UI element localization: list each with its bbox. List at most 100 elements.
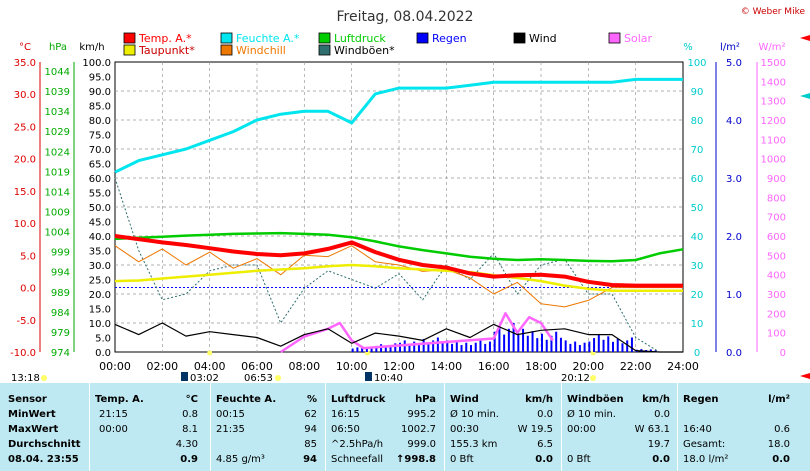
copyright-text: © Weber Mike [741,7,806,17]
column-separator [325,383,326,471]
legend-label: Solar [624,32,653,45]
rain-bar [649,349,652,352]
solar-tick-label: 800 [767,193,786,204]
wind-tick-label: 95.0 [89,73,111,84]
x-tick-label: 10:00 [336,360,368,373]
rain-bar [432,340,435,352]
wind-tick-label: 65.0 [89,160,111,171]
axis-sun-marker [207,350,213,356]
header-humidity: Feuchte A. [216,394,277,405]
rain-bar [626,340,629,352]
humidity-tick-label: 60 [691,174,704,185]
pressure-value: 995.2 [407,409,436,420]
header-temp-unit: °C [185,394,198,405]
rain-label: 18.0 l/m² [683,454,729,465]
rain-bar [460,345,463,352]
rain-bar [654,350,657,352]
wind-tick-label: 25.0 [89,276,111,287]
rain-bar [526,335,529,352]
rain-bar [413,341,416,352]
temp-time: 21:15 [99,409,128,420]
moonset-label: 03:02 [190,373,219,383]
header-wind: Wind [450,394,479,405]
rain-tick-label: 5.0 [726,58,742,69]
humidity-tick-label: 20 [691,290,704,301]
sun-icon [275,375,281,381]
rain-bar [621,343,624,352]
rain-bar [593,338,596,352]
solar-tick-label: 600 [767,232,786,243]
rain-bar [479,340,482,352]
rain-bar [559,337,562,352]
legend-label: Temp. A.* [138,32,192,45]
header-rain: Regen [683,394,719,405]
x-tick-label: 14:00 [430,360,462,373]
solar-tick-label: 1300 [761,97,786,108]
rain-bar [436,337,439,352]
pressure-tick-label: 979 [51,328,70,339]
dewpoint-line [114,263,683,293]
pressure-time: ^2.5hPa/h [331,439,384,450]
wind-tick-label: 45.0 [89,218,111,229]
wind-label: 155.3 km [450,439,498,450]
rain-bar [455,341,458,352]
solar-tick-label: 1200 [761,116,786,127]
x-tick-label: 08:00 [288,360,320,373]
solar-tick-label: 100 [767,329,786,340]
x-tick-label: 20:00 [572,360,604,373]
rain-bar [512,323,515,352]
pressure-tick-label: 1009 [45,208,70,219]
humidity-value: 62 [304,409,317,420]
rain-bar [417,345,420,352]
gusts-line [114,177,683,353]
solar-tick-label: 200 [767,309,786,320]
pressure-tick-label: 984 [51,308,70,319]
wind-tick-label: 35.0 [89,247,111,258]
solar-tick-label: 300 [767,290,786,301]
pressure-tick-label: 994 [51,268,70,279]
wind-tick-label: 70.0 [89,145,111,156]
temp-tick-label: 20.0 [14,155,36,166]
rain-bar [536,338,539,352]
pressure-tick-label: 1024 [45,147,70,158]
row-label: MaxWert [8,424,59,435]
gust-value: 0.0 [652,454,670,465]
wind-tick-label: 0.0 [95,348,111,359]
pressure-tick-label: 974 [51,348,70,359]
temp-tick-label: 30.0 [14,90,36,101]
wind-tick-label: 80.0 [89,116,111,127]
temp-tick-label: -10.0 [10,348,36,359]
wind-tick-label: 60.0 [89,174,111,185]
rain-bar [488,341,491,352]
rain-value: 18.0 [767,439,790,450]
rain-bar [498,325,501,352]
humidity-tick-label: 10 [691,319,704,330]
legend-swatch [220,44,233,56]
humidity-tick-label: 90 [691,87,704,98]
humidity-value: 94 [303,454,317,465]
wind-tick-label: 100.0 [82,58,111,69]
rain-bar [531,331,534,352]
header-rain-unit: l/m² [768,394,790,405]
solar-tick-label: 700 [767,213,786,224]
pressure-time: 06:50 [331,424,360,435]
x-tick-label: 16:00 [478,360,510,373]
wind-tick-label: 55.0 [89,189,111,200]
pressure-unit-label: hPa [49,42,67,53]
rain-bar [588,341,591,352]
temp-value: 0.8 [182,409,198,420]
rain-bar [356,347,359,352]
humidity-tick-label: 0 [694,348,700,359]
legend-swatch [318,32,331,44]
solar-tick-label: 900 [767,174,786,185]
sunset-icon [590,375,596,381]
sunrise-label: 06:53 [244,373,273,383]
solar-tick-label: 0 [780,348,786,359]
moonset-icon [181,372,188,381]
humidity-line [114,77,683,174]
rain-bar [408,343,411,352]
pressure-value: 1002.7 [401,424,436,435]
x-tick-label: 12:00 [383,360,415,373]
rain-bar [370,346,373,352]
rain-tick-label: 2.0 [726,232,742,243]
